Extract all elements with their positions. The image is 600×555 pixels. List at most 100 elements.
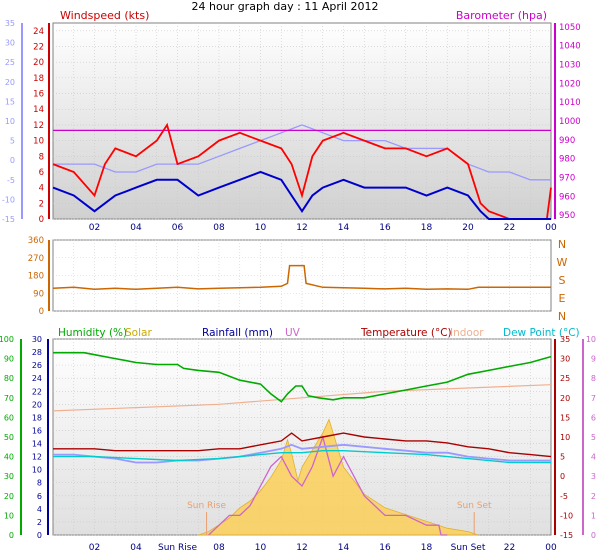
sun-marker-label: Sun Set bbox=[457, 501, 492, 511]
uv-tick-label: 2 bbox=[591, 492, 596, 501]
indoor-legend: Indoor bbox=[450, 327, 484, 339]
temp-axis-left-line bbox=[53, 443, 551, 464]
compass-label: N bbox=[558, 310, 566, 323]
direction-gridlines bbox=[53, 239, 551, 312]
rainfall-tick-label: 24 bbox=[32, 374, 42, 383]
dew-point-line bbox=[53, 450, 551, 464]
uv-tick-label: 3 bbox=[591, 472, 596, 481]
temperature-tick-label: 15 bbox=[560, 413, 570, 422]
rainfall-tick-label: 26 bbox=[32, 361, 42, 370]
barometer-tick-label: 1010 bbox=[559, 98, 581, 108]
temp-outer-tick-label: 0 bbox=[10, 156, 15, 165]
uv-tick-label: 0 bbox=[591, 531, 596, 540]
x-tick-label: 12 bbox=[296, 223, 307, 233]
compass-label: S bbox=[559, 274, 566, 287]
humidity-tick-label: 90 bbox=[4, 355, 14, 364]
wind-direction-line bbox=[52, 264, 551, 291]
x-tick-label: 10 bbox=[255, 543, 267, 553]
humidity-tick-label: 100 bbox=[0, 335, 14, 344]
uv-tick-label: 1 bbox=[591, 511, 596, 520]
compass-label: N bbox=[558, 238, 566, 251]
uv-tick-label: 9 bbox=[591, 355, 596, 364]
temp-outer-tick-label: 5 bbox=[10, 137, 15, 146]
uv-tick-label: 4 bbox=[591, 453, 596, 462]
direction-tick-label: 0 bbox=[39, 307, 44, 317]
windspeed-tick-label: 8 bbox=[39, 152, 44, 162]
x-tick-label: 00 bbox=[545, 223, 557, 233]
x-tick-label: 08 bbox=[213, 543, 225, 553]
temp-outer-tick-label: -15 bbox=[2, 215, 15, 224]
temperature-tick-label: 35 bbox=[560, 335, 570, 344]
windspeed-tick-label: 20 bbox=[33, 58, 44, 68]
temperature-tick-label: 5 bbox=[560, 453, 565, 462]
barometer-tick-label: 990 bbox=[559, 136, 575, 146]
indoor-line bbox=[52, 384, 552, 412]
x-tick-label: 18 bbox=[421, 543, 433, 553]
humidity-tick-label: 10 bbox=[4, 511, 14, 520]
x-tick-label: 20 bbox=[462, 223, 474, 233]
temp-outer-tick-label: 35 bbox=[5, 19, 15, 28]
rainfall-tick-label: 8 bbox=[37, 479, 42, 488]
x-tick-label: Sun Rise bbox=[158, 543, 197, 553]
x-tick-label: Sun Set bbox=[451, 543, 486, 553]
wind-axes: 02 04 06 08 10 12 14 16 18 20 22 000246810121416182… bbox=[2, 19, 581, 233]
uv-legend: UV bbox=[285, 327, 301, 339]
windspeed-tick-label: 4 bbox=[39, 184, 44, 194]
rainfall-tick-label: 22 bbox=[32, 387, 42, 396]
direction-tick-label: 90 bbox=[33, 289, 44, 299]
temperature-legend: Temperature (°C) bbox=[360, 327, 452, 339]
temp-outer-tick-label: -5 bbox=[7, 176, 15, 185]
direction-series bbox=[52, 264, 551, 291]
humidity-tick-label: 20 bbox=[4, 492, 14, 501]
windspeed-tick-label: 0 bbox=[39, 215, 44, 225]
humidity-tick-label: 60 bbox=[4, 413, 14, 422]
x-tick-label: 02 bbox=[89, 223, 100, 233]
humidity-line bbox=[53, 351, 552, 403]
x-tick-label: 18 bbox=[421, 223, 433, 233]
rainfall-tick-label: 20 bbox=[32, 400, 42, 409]
sun-marker-label: Sun Rise bbox=[187, 501, 226, 511]
windspeed-avg-line bbox=[52, 170, 551, 220]
x-tick-label: 10 bbox=[255, 223, 267, 233]
windspeed-tick-label: 24 bbox=[33, 27, 44, 37]
uv-tick-label: 7 bbox=[591, 394, 596, 403]
x-tick-label: 04 bbox=[130, 543, 142, 553]
temp-outer-tick-label: -10 bbox=[2, 195, 15, 204]
temperature-tick-label: 30 bbox=[560, 355, 570, 364]
rainfall-tick-label: 2 bbox=[37, 518, 42, 527]
uv-tick-label: 8 bbox=[591, 374, 596, 383]
humidity-tick-label: 70 bbox=[4, 394, 14, 403]
x-tick-label: 16 bbox=[379, 543, 391, 553]
rainfall-tick-label: 18 bbox=[32, 413, 42, 422]
uv-tick-label: 6 bbox=[591, 413, 596, 422]
x-tick-label: 04 bbox=[130, 223, 142, 233]
temp-outer-tick-label: 25 bbox=[5, 58, 15, 67]
x-tick-label: 12 bbox=[296, 543, 307, 553]
x-tick-label: 22 bbox=[504, 543, 515, 553]
x-tick-label: 14 bbox=[338, 543, 350, 553]
direction-tick-label: 180 bbox=[28, 272, 44, 282]
windspeed-line bbox=[52, 122, 552, 220]
solar-area bbox=[198, 418, 479, 536]
compass-label: W bbox=[557, 256, 568, 269]
windspeed-tick-label: 2 bbox=[39, 199, 44, 209]
windspeed-tick-label: 22 bbox=[33, 43, 44, 53]
windspeed-tick-label: 6 bbox=[39, 168, 44, 178]
rainfall-tick-label: 30 bbox=[32, 335, 42, 344]
temperature-tick-label: -15 bbox=[560, 531, 573, 540]
x-tick-label: 02 bbox=[89, 543, 100, 553]
rainfall-tick-label: 12 bbox=[32, 453, 42, 462]
x-tick-label: 14 bbox=[338, 223, 350, 233]
direction-tick-label: 360 bbox=[28, 236, 44, 246]
humidity-tick-label: 30 bbox=[4, 472, 14, 481]
temp-outer-tick-label: 10 bbox=[5, 117, 15, 126]
barometer-tick-label: 1050 bbox=[559, 23, 581, 33]
barometer-tick-label: 950 bbox=[559, 211, 575, 221]
temperature-tick-label: 25 bbox=[560, 374, 570, 383]
wind-plot-area bbox=[52, 22, 552, 220]
wind-series bbox=[52, 122, 552, 220]
x-tick-label: 08 bbox=[213, 223, 225, 233]
humidity-series: Sun Rise Sun Set bbox=[52, 351, 552, 536]
